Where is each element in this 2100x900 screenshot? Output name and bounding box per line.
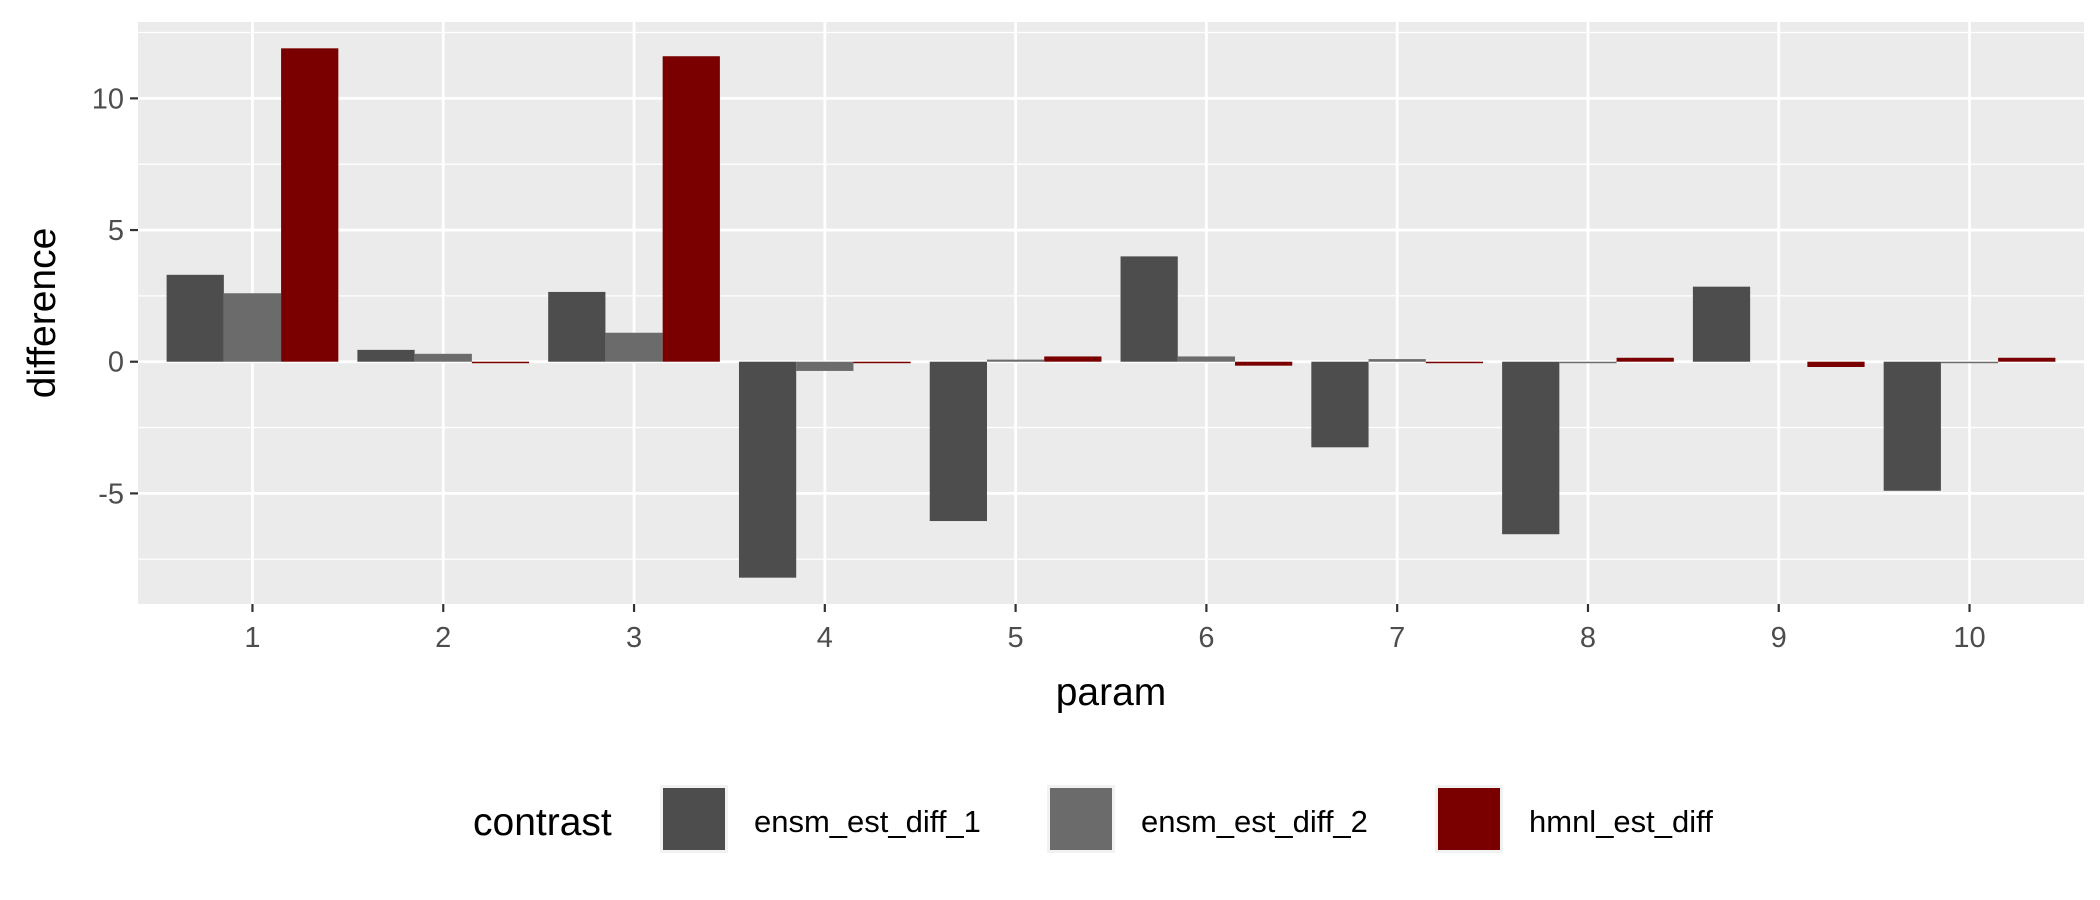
minor-gridlines [138, 31, 2084, 560]
bar-ensm_est_diff_2-8 [1559, 361, 1617, 364]
bar-ensm_est_diff_2-10 [1940, 361, 1999, 364]
x-tick-label: 1 [244, 622, 260, 654]
y-tick-label: 5 [108, 215, 124, 247]
x-tick-label: 5 [1008, 622, 1024, 654]
bar-hmnl_est_diff-4 [853, 361, 911, 364]
x-tick-label: 7 [1389, 622, 1405, 654]
legend-title: contrast [473, 801, 612, 844]
bar-ensm_est_diff_1-1 [166, 274, 224, 362]
bar-hmnl_est_diff-6 [1235, 361, 1293, 366]
x-tick-label: 2 [435, 622, 451, 654]
bar-ensm_est_diff_2-5 [986, 359, 1045, 362]
bar-ensm_est_diff_1-5 [929, 361, 987, 522]
y-axis-title: difference [21, 228, 64, 399]
legend-key-ensm_est_diff_2 [1050, 788, 1112, 850]
bar-hmnl_est_diff-5 [1044, 356, 1102, 362]
bar-ensm_est_diff_1-10 [1883, 361, 1941, 491]
bar-ensm_est_diff_2-2 [414, 353, 472, 362]
bar-ensm_est_diff_1-7 [1311, 361, 1369, 448]
y-tick-label: 10 [92, 83, 124, 115]
x-tick-label: 10 [1953, 622, 1985, 654]
bar-ensm_est_diff_1-3 [548, 291, 606, 362]
bar-ensm_est_diff_2-3 [605, 332, 663, 362]
legend-label-ensm_est_diff_2: ensm_est_diff_2 [1141, 804, 1368, 839]
bar-ensm_est_diff_2-6 [1177, 356, 1236, 362]
legend: contrast ensm_est_diff_1 ensm_est_diff_2 h… [473, 785, 1713, 853]
x-tick-label: 8 [1580, 622, 1596, 654]
bar-ensm_est_diff_2-7 [1368, 359, 1426, 362]
bar-ensm_est_diff_1-2 [357, 349, 415, 362]
x-tick-label: 3 [626, 622, 642, 654]
x-tick-label: 4 [817, 622, 833, 654]
bar-hmnl_est_diff-3 [662, 56, 720, 362]
x-axis-title: param [1056, 671, 1167, 714]
bar-hmnl_est_diff-2 [471, 361, 530, 364]
bar-ensm_est_diff_2-4 [796, 361, 854, 371]
legend-key-hmnl_est_diff [1438, 788, 1500, 850]
bar-hmnl_est_diff-1 [281, 48, 339, 362]
major-gridlines [138, 22, 2084, 604]
y-tick-label: 0 [108, 347, 124, 379]
bars [166, 48, 2056, 578]
bar-ensm_est_diff_1-9 [1692, 286, 1751, 362]
bar-hmnl_est_diff-8 [1616, 357, 1674, 362]
x-tick-label: 9 [1771, 622, 1787, 654]
bar-hmnl_est_diff-9 [1807, 361, 1865, 367]
y-tick-label: -5 [98, 478, 124, 510]
legend-key-ensm_est_diff_1 [663, 788, 725, 850]
bar-ensm_est_diff_1-4 [738, 361, 797, 578]
bar-ensm_est_diff_1-6 [1120, 256, 1178, 362]
plot-panel [138, 22, 2084, 604]
x-tick-label: 6 [1198, 622, 1214, 654]
x-axis-ticks: 1 2 3 4 5 6 7 8 9 10 [244, 604, 1986, 654]
bar-ensm_est_diff_1-8 [1502, 361, 1560, 535]
bar-hmnl_est_diff-7 [1425, 361, 1484, 364]
y-axis-ticks: -5 0 5 10 [92, 83, 138, 510]
bar-hmnl_est_diff-10 [1998, 357, 2056, 362]
bar-ensm_est_diff_2-1 [223, 293, 282, 362]
legend-label-hmnl_est_diff: hmnl_est_diff [1529, 804, 1713, 839]
legend-label-ensm_est_diff_1: ensm_est_diff_1 [754, 804, 981, 839]
